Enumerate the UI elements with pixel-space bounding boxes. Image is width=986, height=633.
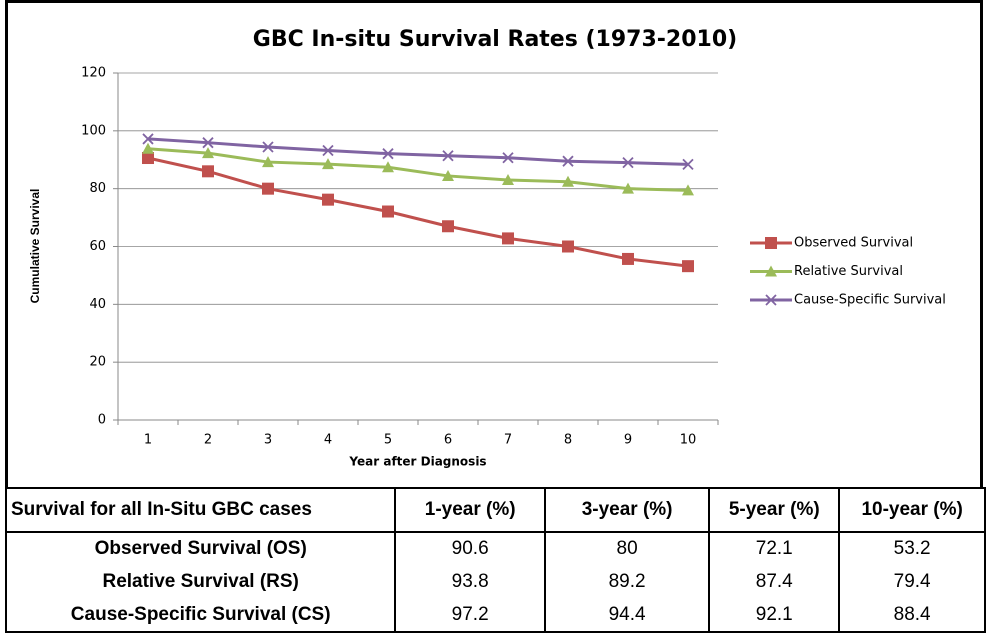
table-cell: 79.4 [838, 565, 986, 599]
legend-marker [765, 237, 777, 249]
chart: GBC In-situ Survival Rates (1973-2010) Y… [28, 27, 946, 469]
y-tick-label: 0 [98, 413, 106, 428]
x-tick-label: 1 [144, 433, 152, 448]
data-point [682, 184, 694, 196]
x-tick-label: 5 [384, 433, 392, 448]
y-tick-label: 40 [89, 297, 106, 312]
data-point [442, 150, 454, 162]
data-point [322, 158, 334, 170]
data-point [322, 193, 334, 206]
x-tick-label: 9 [624, 433, 632, 448]
table-cell: 97.2 [394, 598, 546, 633]
x-tick-label: 2 [204, 433, 212, 448]
series-line [147, 137, 689, 166]
legend-label: Cause-Specific Survival [794, 293, 946, 308]
table-cell: 72.1 [708, 532, 841, 566]
table-cell: Survival for all In-Situ GBC cases [4, 486, 397, 534]
data-point [502, 173, 514, 185]
data-point [322, 144, 334, 157]
data-point [262, 141, 274, 153]
data-point [382, 161, 394, 173]
y-tick-label: 60 [89, 239, 106, 254]
legend-label: Relative Survival [794, 264, 903, 279]
data-point [502, 232, 514, 245]
table-cell: 5-year (%) [708, 486, 841, 534]
table-cell: 90.6 [394, 532, 546, 566]
data-point [142, 133, 154, 145]
x-tick-label: 8 [564, 433, 572, 448]
table-cell: 87.4 [708, 565, 841, 599]
data-point [622, 157, 634, 169]
data-point [262, 182, 274, 195]
data-point [442, 220, 454, 233]
data-point [562, 155, 574, 167]
x-tick-label: 3 [264, 433, 272, 448]
data-point [562, 175, 574, 187]
data-point [502, 152, 514, 164]
chart-title: GBC In-situ Survival Rates (1973-2010) [253, 27, 737, 52]
x-tick-label: 7 [504, 433, 512, 448]
y-tick-label: 20 [89, 355, 106, 370]
chart-frame [5, 0, 983, 487]
table-cell: 80 [543, 532, 711, 566]
data-point [202, 147, 214, 159]
y-tick-label: 80 [89, 181, 106, 196]
data-point [202, 165, 214, 178]
x-tick-label: 4 [324, 433, 332, 448]
x-tick-label: 6 [444, 433, 452, 448]
table-cell: 53.2 [838, 532, 986, 566]
y-tick-label: 120 [81, 66, 106, 81]
table-row: Cause-Specific Survival (CS) 97.2 94.4 92.1… [4, 598, 986, 633]
table-cell: Observed Survival (OS) [4, 532, 397, 566]
table-cell: 89.2 [543, 565, 711, 599]
table-cell: Cause-Specific Survival (CS) [4, 598, 397, 633]
data-point [562, 240, 574, 253]
data-point [262, 156, 274, 168]
y-axis-label: Cumulative Survival [28, 189, 42, 304]
survival-table: Survival for all In-Situ GBC cases 1-year… [4, 486, 986, 633]
data-point [142, 142, 154, 154]
table-cell: 93.8 [394, 565, 546, 599]
series-line [147, 156, 689, 268]
x-axis-label: Year after Diagnosis [348, 455, 486, 469]
data-point [682, 158, 694, 171]
table-header: Survival for all In-Situ GBC cases 1-year… [4, 486, 986, 534]
data-point [382, 148, 394, 160]
x-tick-label: 10 [680, 433, 697, 448]
data-point [682, 260, 694, 273]
table-row: Relative Survival (RS) 93.8 89.2 87.4 79.4 [4, 565, 986, 599]
table-cell: 92.1 [708, 598, 841, 633]
data-point [622, 252, 634, 265]
data-point [382, 205, 394, 218]
table-cell: 3-year (%) [543, 486, 711, 534]
legend-label: Observed Survival [794, 236, 913, 251]
data-point [622, 182, 634, 194]
legend-marker [765, 265, 777, 277]
data-point [142, 152, 154, 165]
data-point [442, 169, 454, 181]
series-line [147, 147, 689, 192]
data-point [202, 137, 214, 149]
legend-marker [765, 294, 777, 306]
table-cell: Relative Survival (RS) [4, 565, 397, 599]
table-row: Observed Survival (OS) 90.6 80 72.1 53.2 [4, 532, 986, 566]
table-cell: 1-year (%) [394, 486, 546, 534]
table-cell: 88.4 [838, 598, 986, 633]
y-tick-label: 100 [81, 123, 106, 138]
table-cell: 94.4 [543, 598, 711, 633]
table-cell: 10-year (%) [838, 486, 986, 534]
